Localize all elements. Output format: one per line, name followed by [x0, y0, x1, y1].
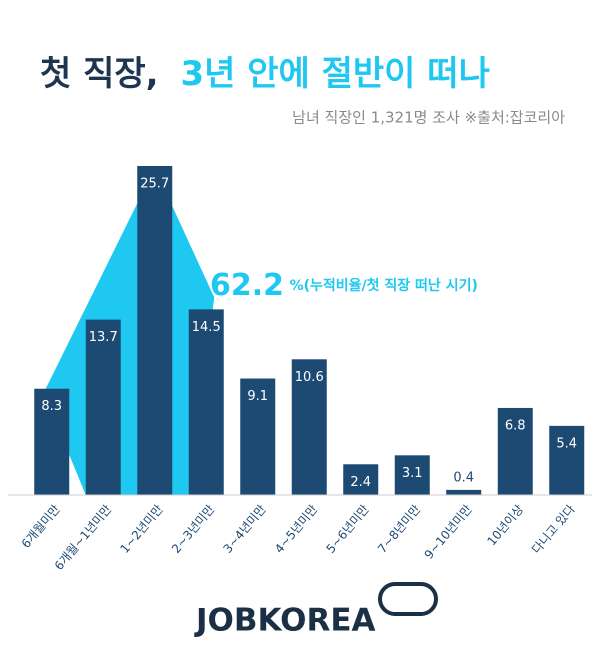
- bar: [549, 425, 585, 495]
- title-part: 첫 직장,: [40, 54, 159, 94]
- value-label: 14.5: [192, 320, 221, 335]
- bar: [291, 359, 327, 495]
- logo-ring: [378, 582, 438, 616]
- bar: [497, 407, 533, 495]
- value-label: 9.1: [247, 389, 268, 404]
- value-label: 0.4: [453, 470, 474, 485]
- bar: [137, 166, 173, 495]
- annotation-value: 62.2: [210, 268, 284, 303]
- bar: [343, 464, 379, 495]
- bar: [240, 378, 276, 495]
- value-label: 2.4: [350, 475, 371, 490]
- subtitle: 남녀 직장인 1,321명 조사 ※출처:잡코리아: [292, 109, 565, 127]
- value-label: 25.7: [140, 177, 169, 192]
- logo: JOBKOREA: [194, 603, 376, 639]
- bar: [188, 309, 224, 495]
- value-label: 13.7: [89, 330, 118, 345]
- annotation: 62.2 %(누적비율/첫 직장 떠난 시기): [210, 268, 478, 303]
- chart-title: 첫 직장, 3년 안에 절반이 떠나: [40, 54, 490, 94]
- title-part: 3년 안에 절반이 떠나: [180, 54, 489, 94]
- bar: [34, 388, 70, 495]
- bar: [85, 319, 121, 495]
- bar: [394, 455, 430, 495]
- value-label: 10.6: [295, 370, 324, 385]
- value-label: 6.8: [505, 418, 526, 433]
- value-label: 8.3: [41, 399, 62, 414]
- value-label: 5.4: [556, 436, 577, 451]
- annotation-text: %(누적비율/첫 직장 떠난 시기): [290, 277, 478, 294]
- bar: [446, 489, 482, 495]
- value-label: 3.1: [402, 466, 423, 481]
